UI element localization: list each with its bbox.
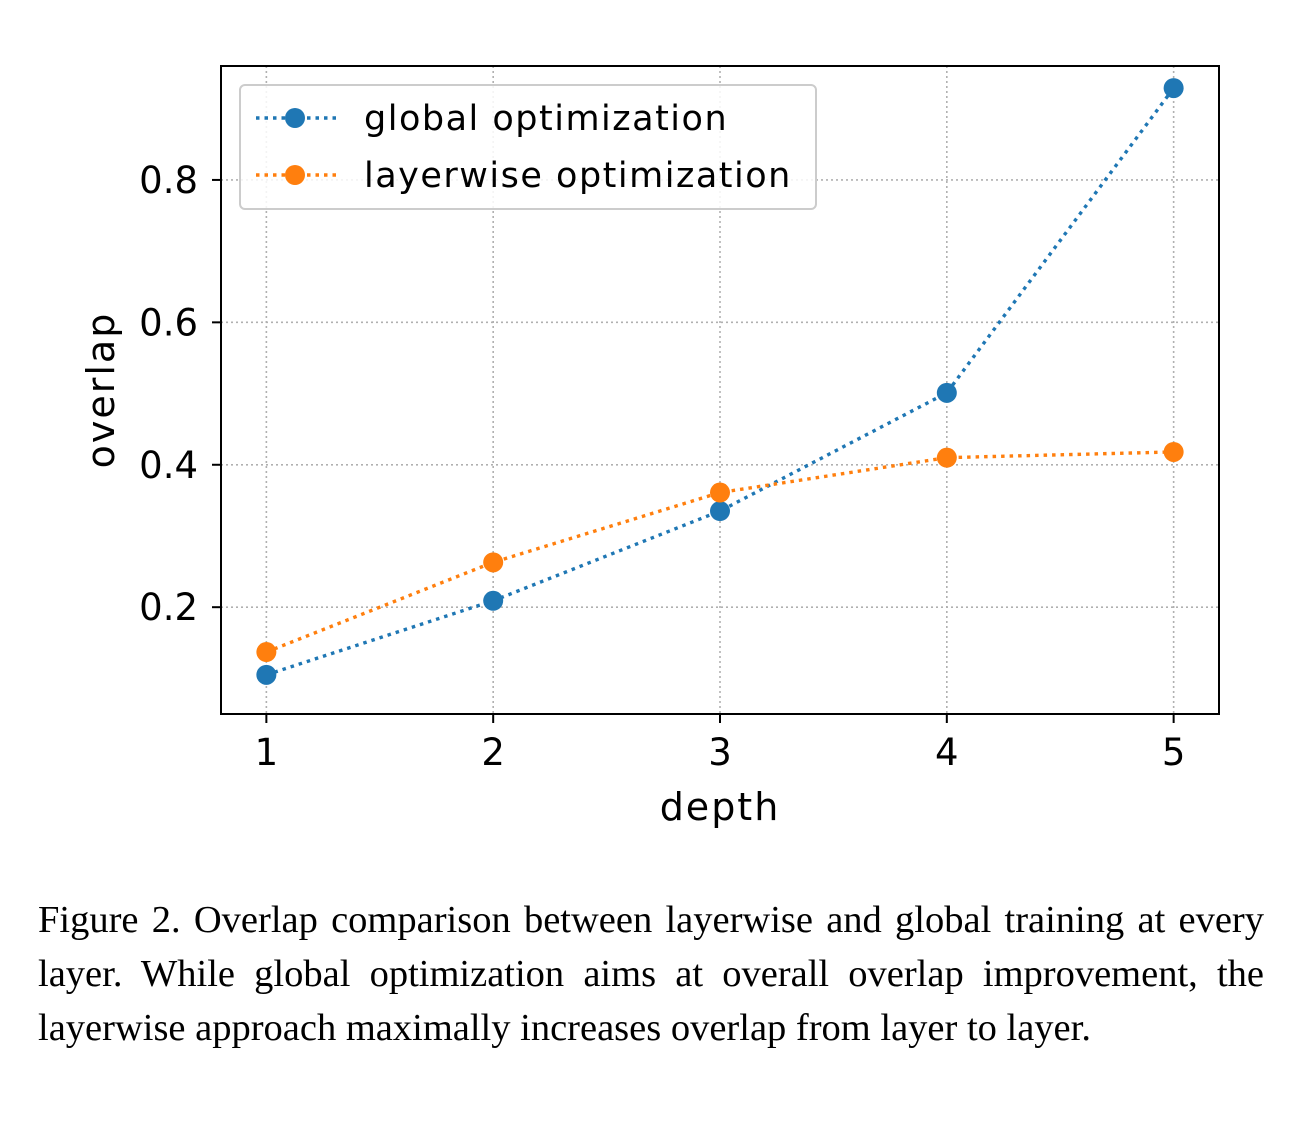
x-tick-label: 5	[1162, 731, 1186, 774]
x-axis-label: depth	[660, 785, 781, 829]
data-point	[936, 382, 957, 403]
y-tick-label: 0.2	[139, 586, 198, 629]
y-axis-label: overlap	[79, 312, 123, 469]
y-tick-label: 0.4	[139, 444, 198, 487]
line-chart: 1 2 3 4 5 0.2 0.4 0.6 0.8 depth overlap global …	[79, 65, 1220, 829]
data-point	[256, 664, 277, 685]
x-axis: 1 2 3 4 5	[255, 714, 1186, 774]
data-point	[1163, 78, 1184, 99]
data-point	[483, 552, 504, 573]
legend-marker	[285, 108, 305, 128]
y-tick-label: 0.6	[139, 301, 198, 344]
legend: global optimization layerwise optimizatio…	[239, 84, 817, 210]
data-point	[256, 642, 277, 663]
legend-label: layerwise optimization	[364, 156, 792, 196]
figure-caption: Figure 2. Overlap comparison between lay…	[38, 899, 1264, 1049]
x-tick-label: 4	[935, 731, 959, 774]
series-line	[265, 450, 1174, 654]
data-point	[936, 447, 957, 468]
x-tick-label: 1	[255, 731, 279, 774]
y-axis: 0.2 0.4 0.6 0.8	[139, 159, 221, 629]
legend-marker	[285, 165, 305, 185]
x-tick-label: 3	[708, 731, 732, 774]
legend-item: global optimization	[256, 99, 728, 139]
series-global	[256, 78, 1184, 685]
legend-label: global optimization	[364, 99, 728, 139]
legend-box	[239, 84, 817, 210]
data-point	[483, 590, 504, 611]
y-tick-label: 0.8	[139, 159, 198, 202]
data-point	[710, 501, 730, 522]
data-point	[710, 482, 730, 503]
series-layer	[256, 78, 1184, 685]
series-layerwise	[256, 441, 1184, 663]
data-point	[1163, 441, 1184, 462]
x-tick-label: 2	[481, 731, 505, 774]
legend-item: layerwise optimization	[256, 156, 792, 196]
